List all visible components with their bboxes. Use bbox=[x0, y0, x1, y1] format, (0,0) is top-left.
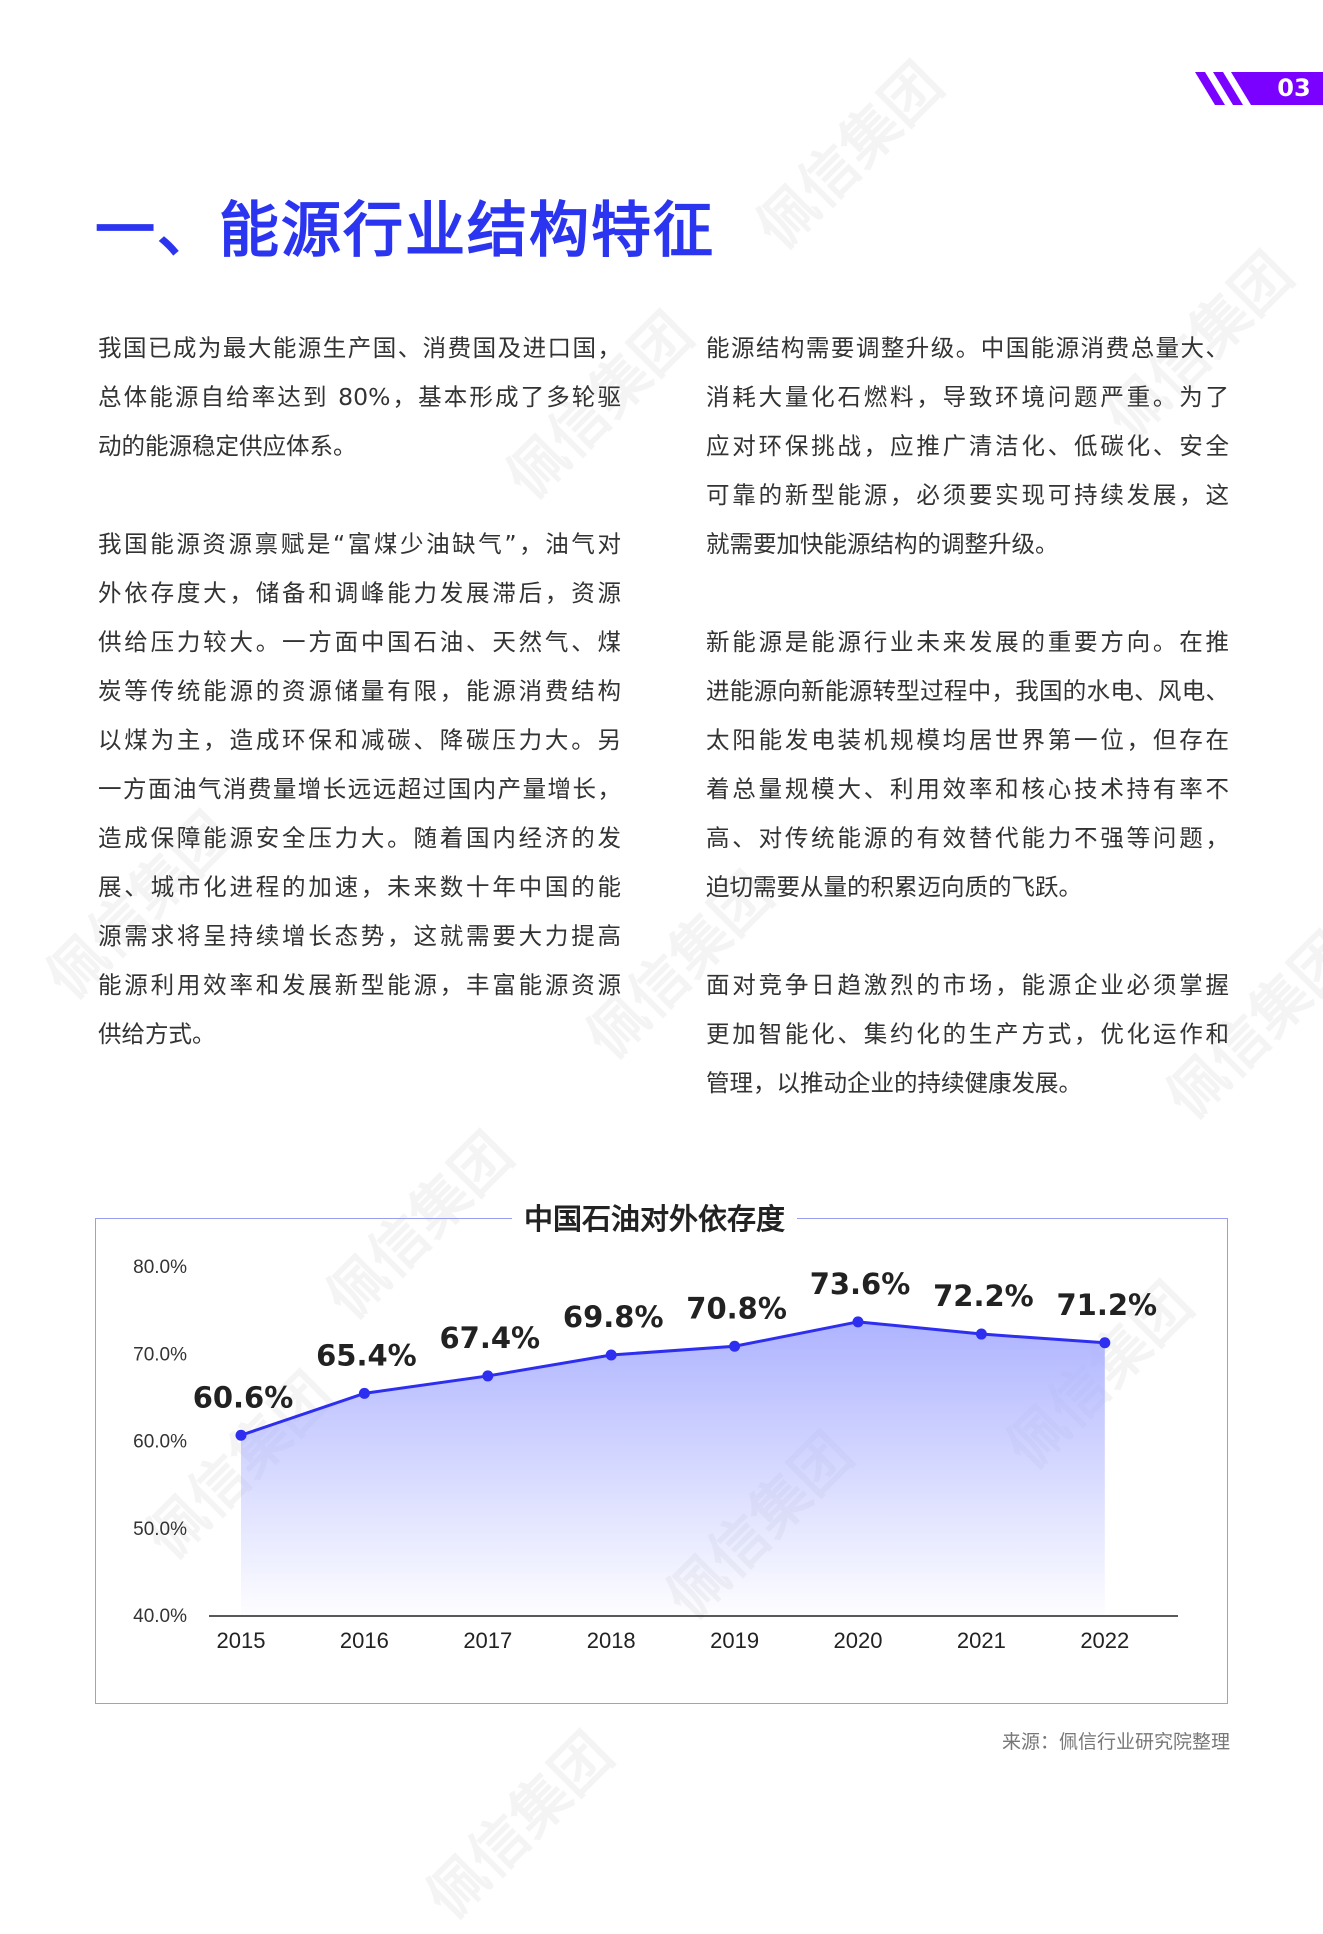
text-line: 动的能源稳定供应体系。 bbox=[98, 432, 357, 460]
paragraph: 新能源是能源行业未来发展的重要方向。在推 进能源向新能源转型过程中，我国的水电、风… bbox=[706, 618, 1229, 912]
x-tick-label: 2015 bbox=[217, 1628, 266, 1653]
y-tick-label: 40.0% bbox=[133, 1606, 187, 1627]
data-label: 71.2% bbox=[1056, 1288, 1157, 1322]
data-label: 72.2% bbox=[933, 1279, 1034, 1313]
text-line: 供给方式。 bbox=[98, 1020, 216, 1048]
text-line: 外依存度大，储备和调峰能力发展滞后，资源 bbox=[98, 579, 621, 607]
data-point bbox=[975, 1328, 987, 1340]
text-line: 供给压力较大。一方面中国石油、天然气、煤 bbox=[98, 628, 621, 656]
stripes-icon bbox=[1195, 72, 1323, 105]
source-note: 来源：佩信行业研究院整理 bbox=[1001, 1731, 1230, 1753]
x-tick-label: 2019 bbox=[710, 1628, 759, 1653]
data-point bbox=[358, 1387, 370, 1399]
text-line: 太阳能发电装机规模均居世界第一位，但存在 bbox=[706, 726, 1229, 754]
text-line: 能源结构需要调整升级。中国能源消费总量大、 bbox=[706, 334, 1229, 362]
text-line: 进能源向新能源转型过程中，我国的水电、风电、 bbox=[706, 677, 1229, 705]
text-line: 应对环保挑战，应推广清洁化、低碳化、安全 bbox=[706, 432, 1229, 460]
text-line: 可靠的新型能源，必须要实现可持续发展，这 bbox=[706, 481, 1229, 509]
paragraph: 我国能源资源禀赋是“富煤少油缺气”，油气对 外依存度大，储备和调峰能力发展滞后，资… bbox=[98, 520, 621, 1059]
data-label: 65.4% bbox=[316, 1338, 417, 1372]
text-line: 能源利用效率和发展新型能源，丰富能源资源 bbox=[98, 971, 621, 999]
y-tick-label: 50.0% bbox=[133, 1519, 187, 1540]
text-line: 以煤为主，造成环保和减碳、降碳压力大。另 bbox=[98, 726, 621, 754]
text-line: 管理，以推动企业的持续健康发展。 bbox=[706, 1069, 1082, 1097]
data-point bbox=[235, 1429, 247, 1441]
data-point bbox=[1099, 1337, 1111, 1349]
text-line: 炭等传统能源的资源储量有限，能源消费结构 bbox=[98, 677, 621, 705]
text-line: 我国能源资源禀赋是“富煤少油缺气”，油气对 bbox=[98, 530, 621, 558]
oil-dependency-chart: 40.0% 50.0% 60.0% 70.0% 80.0% 2015 2016 2017 201… bbox=[133, 1257, 1178, 1653]
x-tick-label: 2022 bbox=[1080, 1628, 1129, 1653]
page-number: 03 bbox=[1277, 74, 1311, 102]
text-line: 更加智能化、集约化的生产方式，优化运作和 bbox=[706, 1020, 1229, 1048]
x-tick-label: 2016 bbox=[340, 1628, 389, 1653]
y-tick-label: 60.0% bbox=[133, 1432, 187, 1453]
left-column: 我国已成为最大能源生产国、消费国及进口国， 总体能源自给率达到 80%，基本形成了… bbox=[98, 324, 621, 1108]
page-number-badge: 03 bbox=[1195, 72, 1323, 105]
x-tick-label: 2021 bbox=[957, 1628, 1006, 1653]
text-line: 高、对传统能源的有效替代能力不强等问题， bbox=[706, 824, 1229, 852]
text-line: 新能源是能源行业未来发展的重要方向。在推 bbox=[706, 628, 1229, 656]
area-fill bbox=[241, 1321, 1105, 1615]
text-line: 一方面油气消费量增长远远超过国内产量增长， bbox=[98, 775, 621, 803]
section-title: 一、能源行业结构特征 bbox=[95, 196, 715, 266]
data-label: 73.6% bbox=[810, 1267, 911, 1301]
data-label: 60.6% bbox=[193, 1380, 294, 1414]
data-label: 70.8% bbox=[686, 1291, 787, 1325]
text-line: 迫切需要从量的积累迈向质的飞跃。 bbox=[706, 873, 1082, 901]
x-tick-label: 2017 bbox=[463, 1628, 512, 1653]
series-line bbox=[240, 1320, 1105, 1437]
data-label: 69.8% bbox=[563, 1300, 664, 1334]
data-point bbox=[729, 1340, 741, 1352]
data-point bbox=[605, 1349, 617, 1361]
paragraph: 我国已成为最大能源生产国、消费国及进口国， 总体能源自给率达到 80%，基本形成了… bbox=[98, 324, 621, 471]
paragraph: 能源结构需要调整升级。中国能源消费总量大、 消耗大量化石燃料，导致环境问题严重。为… bbox=[706, 324, 1229, 569]
y-tick-label: 80.0% bbox=[133, 1257, 187, 1278]
x-tick-label: 2020 bbox=[834, 1628, 883, 1653]
x-tick-label: 2018 bbox=[587, 1628, 636, 1653]
data-point bbox=[852, 1316, 864, 1328]
text-line: 展、城市化进程的加速，未来数十年中国的能 bbox=[98, 873, 621, 901]
text-line: 就需要加快能源结构的调整升级。 bbox=[706, 530, 1059, 558]
text-line: 面对竞争日趋激烈的市场，能源企业必须掌握 bbox=[706, 971, 1229, 999]
data-point bbox=[482, 1370, 494, 1382]
chart-title: 中国石油对外依存度 bbox=[512, 1196, 798, 1238]
y-tick-label: 70.0% bbox=[133, 1344, 187, 1365]
text-line: 消耗大量化石燃料，导致环境问题严重。为了 bbox=[706, 383, 1229, 411]
text-line: 总体能源自给率达到 80%，基本形成了多轮驱 bbox=[98, 383, 621, 411]
text-line: 造成保障能源安全压力大。随着国内经济的发 bbox=[98, 824, 621, 852]
data-label: 67.4% bbox=[439, 1321, 540, 1355]
right-column: 能源结构需要调整升级。中国能源消费总量大、 消耗大量化石燃料，导致环境问题严重。为… bbox=[706, 324, 1229, 1157]
text-line: 源需求将呈持续增长态势，这就需要大力提高 bbox=[98, 922, 621, 950]
paragraph: 面对竞争日趋激烈的市场，能源企业必须掌握 更加智能化、集约化的生产方式，优化运作和… bbox=[706, 961, 1229, 1108]
text-line: 我国已成为最大能源生产国、消费国及进口国， bbox=[98, 334, 621, 362]
text-line: 着总量规模大、利用效率和核心技术持有率不 bbox=[706, 775, 1229, 803]
